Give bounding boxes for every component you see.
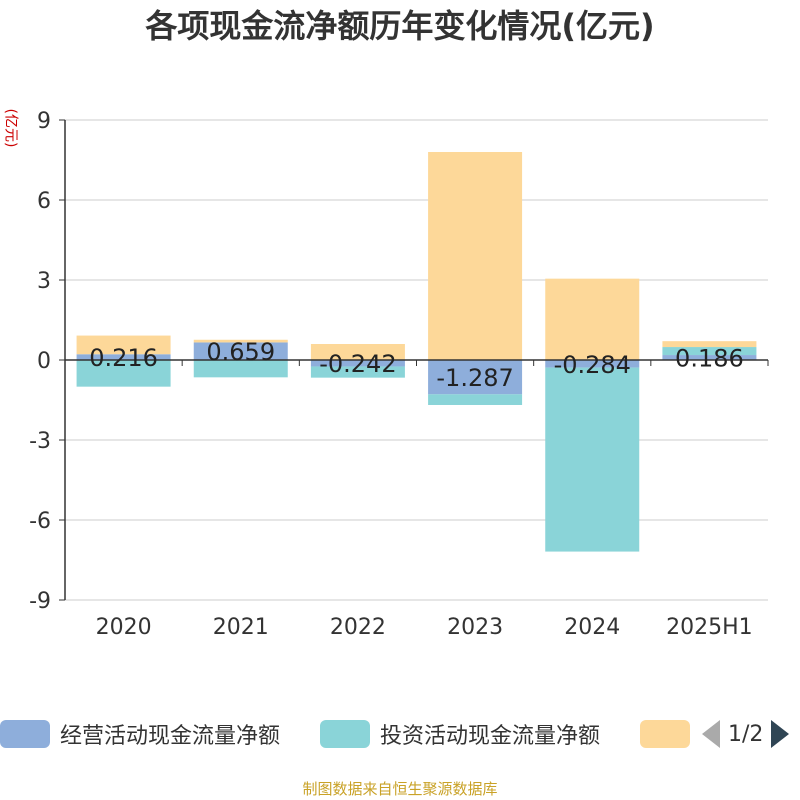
bar-investing [662, 347, 757, 356]
bar-operating [310, 360, 405, 367]
x-category-label: 2024 [564, 615, 620, 640]
y-tick-label: 0 [37, 349, 51, 374]
data-label: 0.659 [206, 338, 275, 366]
y-tick-label: -3 [29, 429, 51, 454]
y-tick-label: 3 [37, 269, 51, 294]
x-category-label: 2020 [96, 615, 152, 640]
x-category-label: 2023 [447, 615, 503, 640]
y-tick-label: 9 [37, 109, 51, 134]
bar-investing [193, 360, 288, 378]
chart-plot: -9 -6 -3 0 3 6 9 0.216 0.659 -0.242 -1.287 -0.284 0.… [29, 109, 769, 640]
bar-financing [662, 341, 757, 348]
bar-operating [545, 360, 640, 368]
data-label: -0.242 [319, 350, 396, 378]
bar-operating [193, 342, 288, 360]
data-label: 0.186 [675, 345, 744, 373]
x-category-label: 2021 [213, 615, 269, 640]
bar-financing [545, 278, 640, 360]
bar-financing [428, 152, 523, 360]
bar-investing [545, 367, 640, 552]
data-label: -0.284 [554, 351, 631, 379]
x-category-label: 2025H1 [666, 615, 753, 640]
legend-swatch-operating [0, 720, 50, 748]
bar-financing [76, 335, 171, 355]
chart-title: 各项现金流净额历年变化情况(亿元) [145, 7, 655, 45]
bar-investing [428, 394, 523, 405]
data-source-note: 制图数据来自恒生聚源数据库 [302, 780, 498, 798]
triangle-left-icon[interactable] [702, 720, 720, 748]
bar-operating [76, 354, 171, 360]
legend-page-indicator: 1/2 [728, 721, 764, 747]
legend-item-operating[interactable]: 经营活动现金流量净额 [0, 714, 280, 754]
y-tick-label: 6 [37, 189, 51, 214]
legend-label-operating: 经营活动现金流量净额 [60, 724, 281, 749]
data-label: 0.216 [89, 344, 158, 372]
y-tick-label: -9 [29, 589, 51, 614]
bar-investing [310, 366, 405, 378]
legend-label-investing: 投资活动现金流量净额 [380, 724, 601, 749]
x-category-label: 2022 [330, 615, 386, 640]
legend-item-financing[interactable] [640, 714, 690, 754]
legend-swatch-financing [640, 720, 690, 748]
bar-investing [76, 360, 171, 387]
legend-item-investing[interactable]: 投资活动现金流量净额 [320, 714, 600, 754]
legend: 经营活动现金流量净额 投资活动现金流量净额 [0, 714, 800, 754]
legend-swatch-investing [320, 720, 370, 748]
bar-operating [428, 360, 523, 395]
triangle-right-icon[interactable] [771, 720, 790, 748]
legend-pager: 1/2 [702, 714, 790, 754]
bar-financing [310, 344, 405, 360]
bar-financing [193, 339, 288, 343]
data-label: -1.287 [436, 364, 513, 392]
y-tick-label: -6 [29, 509, 51, 534]
bar-operating [662, 355, 757, 360]
